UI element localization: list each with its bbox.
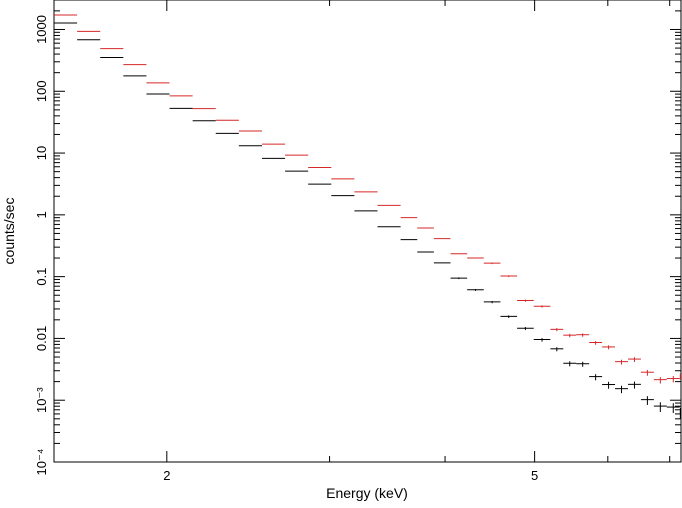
y-tick-label: 1000 (34, 15, 49, 44)
data-series (54, 14, 681, 419)
y-axis-label: counts/sec (1, 198, 17, 265)
x-axis-label: Energy (keV) (326, 485, 408, 501)
x-tick-label: 5 (531, 468, 538, 483)
y-tick-label: 10⁻³ (34, 387, 49, 413)
axis-ticks: 2 5 10⁻⁴ 10⁻³ 0.01 0.1 1 10 100 1000 (34, 0, 681, 483)
y-tick-label: 10 (34, 146, 49, 160)
y-tick-label: 10⁻⁴ (34, 449, 49, 476)
plot-frame (53, 0, 682, 463)
series-2 (54, 22, 681, 419)
x-tick-label: 2 (163, 468, 170, 483)
y-tick-label: 0.01 (34, 326, 49, 351)
y-tick-label: 100 (34, 80, 49, 102)
y-tick-label: 0.1 (34, 268, 49, 286)
series-1 (54, 14, 681, 384)
y-tick-label: 1 (34, 211, 49, 218)
